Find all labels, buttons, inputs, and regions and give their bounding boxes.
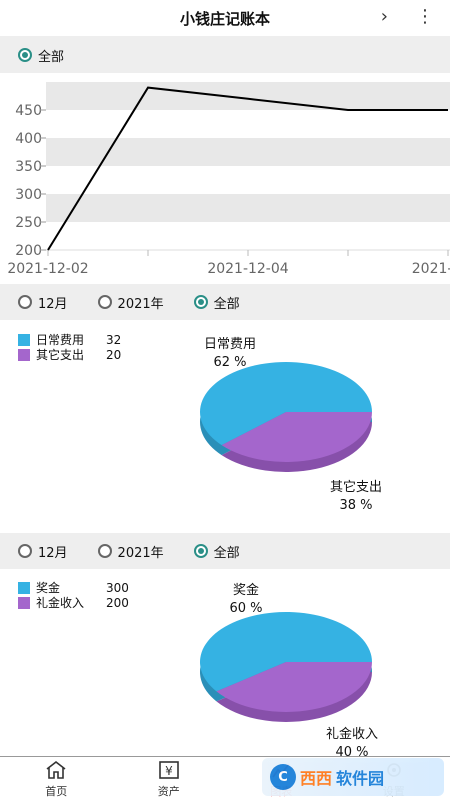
watermark-text-a: 西西	[300, 765, 332, 789]
watermark-icon: C	[270, 764, 296, 790]
y-tick-label: 250	[15, 215, 42, 231]
grid-band	[46, 82, 450, 110]
income-pie-chart	[200, 612, 390, 742]
legend-label: 礼金收入	[36, 594, 100, 611]
grid-band	[46, 222, 450, 250]
yen-icon: ¥	[158, 760, 180, 780]
radio-expense-month[interactable]: 12月	[18, 293, 68, 312]
legend-item: 礼金收入 200	[18, 595, 129, 610]
expense-legend: 日常费用 32 其它支出 20	[18, 332, 121, 362]
pie-label-daily: 日常费用 62 %	[180, 336, 280, 372]
watermark-logo: C 西西 软件园	[262, 758, 444, 796]
pie-label-other: 其它支出 38 %	[306, 479, 406, 515]
pie-percent: 62 %	[180, 354, 280, 372]
line-filter-bar: 全部	[0, 37, 450, 73]
legend-swatch	[18, 582, 30, 594]
radio-income-year[interactable]: 2021年	[98, 542, 164, 561]
x-tick-label: 2021-12-02	[7, 261, 88, 277]
grid-band	[46, 166, 450, 194]
y-tick-label: 400	[15, 131, 42, 147]
tab-label: 首页	[45, 783, 67, 799]
pie-label-bonus: 奖金 60 %	[196, 582, 296, 618]
radio-dot	[18, 544, 32, 558]
line-chart: 200 250 300 350 400 450 2021-12-02 2021-12-04 20…	[0, 74, 450, 280]
radio-label: 2021年	[118, 293, 164, 312]
x-tick-label: 2021-12-0	[412, 261, 450, 277]
legend-value: 300	[106, 581, 129, 595]
legend-value: 200	[106, 596, 129, 610]
legend-label: 其它支出	[36, 346, 100, 363]
pie-percent: 60 %	[196, 600, 296, 618]
svg-text:¥: ¥	[165, 764, 173, 778]
legend-item: 日常费用 32	[18, 332, 121, 347]
legend-item: 奖金 300	[18, 580, 129, 595]
radio-line-all[interactable]: 全部	[18, 46, 64, 65]
legend-value: 32	[106, 333, 121, 347]
more-vertical-icon[interactable]: ⋮	[416, 6, 434, 27]
radio-label: 全部	[214, 542, 240, 561]
radio-label: 全部	[38, 46, 64, 65]
radio-income-all[interactable]: 全部	[194, 542, 240, 561]
radio-dot	[98, 544, 112, 558]
radio-label: 2021年	[118, 542, 164, 561]
home-icon	[45, 760, 67, 780]
radio-label: 全部	[214, 293, 240, 312]
expense-pie-chart	[200, 362, 390, 492]
radio-dot	[194, 295, 208, 309]
y-tick-label: 200	[15, 243, 42, 259]
watermark-text-b: 软件园	[336, 765, 384, 789]
legend-value: 20	[106, 348, 121, 362]
legend-swatch	[18, 597, 30, 609]
radio-dot	[18, 48, 32, 62]
y-tick-label: 450	[15, 103, 42, 119]
radio-expense-year[interactable]: 2021年	[98, 293, 164, 312]
grid-band	[46, 138, 450, 166]
pie-percent: 38 %	[306, 497, 406, 515]
legend-swatch	[18, 349, 30, 361]
pie-category: 日常费用	[180, 336, 280, 354]
radio-label: 12月	[38, 542, 68, 561]
legend-swatch	[18, 334, 30, 346]
radio-dot	[98, 295, 112, 309]
grid-band	[46, 194, 450, 222]
pie-category: 奖金	[196, 582, 296, 600]
y-tick-label: 300	[15, 187, 42, 203]
income-legend: 奖金 300 礼金收入 200	[18, 580, 129, 610]
app-header: 小钱庄记账本 › ⋮	[0, 0, 450, 37]
radio-dot	[194, 544, 208, 558]
tab-home[interactable]: 首页	[0, 757, 113, 801]
radio-income-month[interactable]: 12月	[18, 542, 68, 561]
chevron-right-icon[interactable]: ›	[381, 6, 388, 27]
radio-label: 12月	[38, 293, 68, 312]
radio-dot	[18, 295, 32, 309]
grid-band	[46, 110, 450, 138]
pie-category: 其它支出	[306, 479, 406, 497]
legend-item: 其它支出 20	[18, 347, 121, 362]
pie-category: 礼金收入	[302, 726, 402, 744]
y-tick-label: 350	[15, 159, 42, 175]
tab-assets[interactable]: ¥ 资产	[113, 757, 226, 801]
tab-label: 资产	[158, 783, 180, 799]
expense-filter-bar: 12月 2021年 全部	[0, 284, 450, 320]
radio-expense-all[interactable]: 全部	[194, 293, 240, 312]
income-filter-bar: 12月 2021年 全部	[0, 533, 450, 569]
x-tick-label: 2021-12-04	[207, 261, 288, 277]
